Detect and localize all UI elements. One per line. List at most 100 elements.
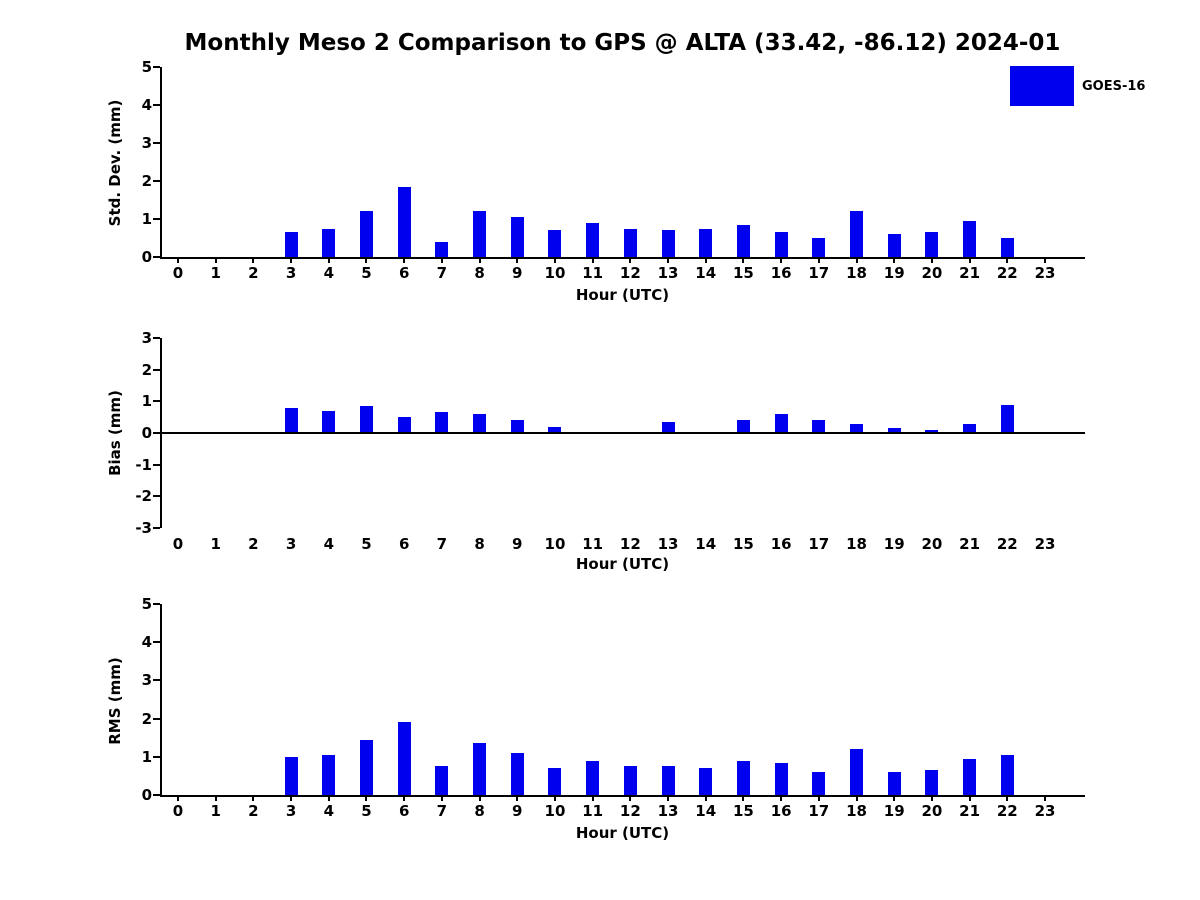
- x-tick-label: 18: [846, 264, 867, 282]
- x-tick-label: 21: [959, 802, 981, 820]
- y-tick-mark: [153, 180, 160, 182]
- x-tick-label: 23: [1034, 802, 1056, 820]
- x-tick-label: 10: [544, 535, 566, 553]
- y-tick-mark: [153, 794, 160, 796]
- x-tick-mark: [780, 795, 783, 801]
- x-tick-label: 3: [285, 802, 297, 820]
- x-tick-label: 22: [996, 802, 1018, 820]
- x-tick-label: 17: [808, 264, 830, 282]
- bias-plot-area: -3 -2 -1 0 1 2 3 0 1 2 3 4 5 6 7 8 9 10 11 12 13 14 15 16 17 18 19…: [135, 329, 1085, 553]
- bar: [850, 749, 864, 795]
- x-tick-mark: [667, 257, 670, 263]
- x-tick-mark: [252, 257, 255, 263]
- x-tick-label: 7: [436, 802, 448, 820]
- x-tick-label: 13: [657, 535, 679, 553]
- y-tick-mark: [153, 218, 160, 220]
- y-tick-label: 3: [141, 134, 152, 152]
- x-tick-label: 16: [770, 802, 792, 820]
- x-tick-mark: [893, 257, 896, 263]
- bar: [774, 414, 788, 433]
- y-tick-label: 2: [141, 172, 152, 190]
- y-tick-label: 4: [141, 633, 152, 652]
- bar: [1000, 754, 1014, 795]
- x-tick-label: 3: [285, 535, 297, 553]
- y-tick-mark: [153, 400, 160, 403]
- x-tick-label: 11: [582, 264, 604, 282]
- x-tick-mark: [252, 795, 255, 801]
- bar: [397, 417, 411, 433]
- x-tick-label: 19: [883, 264, 905, 282]
- x-tick-label: 15: [732, 264, 754, 282]
- subplot-rms: RMS (mm) 0 1 2 3 4 5 0 1 2 3 4 5 6 7 8 9 10 11 12 13 14 15 16 1…: [106, 595, 1085, 842]
- x-tick-mark: [855, 257, 858, 263]
- x-tick-mark: [817, 257, 820, 263]
- x-tick-label: 2: [248, 264, 259, 282]
- stddev-x-axis-label: Hour (UTC): [575, 286, 670, 304]
- subplot-stddev: Std. Dev. (mm) 0 1 2 3 4 5 0 1 2 3 4 5 6 7 8 9 10 11 12 13 1…: [106, 58, 1085, 304]
- x-tick-label: 19: [883, 535, 905, 553]
- bar: [435, 241, 449, 257]
- x-tick-mark: [365, 257, 368, 263]
- x-tick-mark: [440, 795, 443, 801]
- y-tick-label: -3: [135, 519, 152, 537]
- y-tick-mark: [153, 142, 160, 144]
- x-tick-label: 19: [883, 802, 905, 820]
- x-tick-label: 22: [996, 535, 1018, 553]
- bar: [359, 406, 373, 433]
- bar: [925, 429, 939, 433]
- x-tick-label: 18: [846, 535, 867, 553]
- y-tick-label: 3: [141, 329, 152, 347]
- bar: [699, 228, 713, 257]
- bar: [322, 228, 336, 257]
- bar: [1000, 404, 1014, 433]
- bar: [397, 722, 411, 795]
- x-tick-label: 15: [732, 802, 754, 820]
- y-tick-label: 1: [141, 392, 152, 411]
- bar: [548, 230, 562, 257]
- bar: [284, 407, 298, 433]
- x-tick-label: 9: [512, 535, 523, 553]
- y-tick-mark: [153, 603, 160, 605]
- x-tick-label: 2: [248, 802, 259, 820]
- x-tick-label: 5: [361, 802, 372, 820]
- bar: [284, 232, 298, 257]
- bar: [435, 766, 449, 795]
- x-tick-label: 15: [732, 535, 754, 553]
- bar: [774, 762, 788, 795]
- x-tick-label: 12: [619, 264, 641, 282]
- y-tick-mark: [153, 256, 160, 258]
- y-tick-mark: [153, 679, 160, 682]
- y-tick-label: 0: [141, 786, 152, 804]
- x-tick-label: 5: [361, 535, 372, 553]
- x-tick-label: 1: [210, 802, 221, 820]
- y-tick-label: 5: [141, 595, 152, 613]
- legend-swatch-goes16: [1010, 66, 1074, 106]
- bar: [774, 232, 788, 257]
- bar: [397, 186, 411, 257]
- x-tick-label: 21: [959, 264, 981, 282]
- bar: [661, 766, 675, 795]
- bar: [850, 423, 864, 433]
- x-tick-mark: [591, 795, 594, 801]
- subplot-bias: Bias (mm) -3 -2 -1 0 1 2 3 0 1 2 3 4 5 6 7 8 9 10 11 12 13 14…: [106, 329, 1085, 573]
- bar: [699, 768, 713, 795]
- x-tick-label: 22: [996, 264, 1018, 282]
- y-tick-mark: [153, 337, 160, 339]
- y-tick-mark: [153, 432, 160, 434]
- x-tick-label: 14: [695, 802, 717, 820]
- y-tick-mark: [153, 527, 160, 529]
- rms-y-axis-label: RMS (mm): [106, 656, 124, 745]
- x-tick-mark: [327, 795, 330, 801]
- y-tick-mark: [153, 463, 160, 466]
- bar: [887, 772, 901, 795]
- bar: [473, 211, 487, 257]
- x-tick-label: 0: [172, 535, 184, 553]
- bar: [925, 770, 939, 795]
- y-tick-label: 3: [141, 671, 152, 690]
- bar: [887, 234, 901, 257]
- y-tick-label: 1: [141, 747, 152, 766]
- bar: [925, 232, 939, 257]
- x-tick-mark: [214, 257, 217, 263]
- x-tick-mark: [478, 257, 481, 263]
